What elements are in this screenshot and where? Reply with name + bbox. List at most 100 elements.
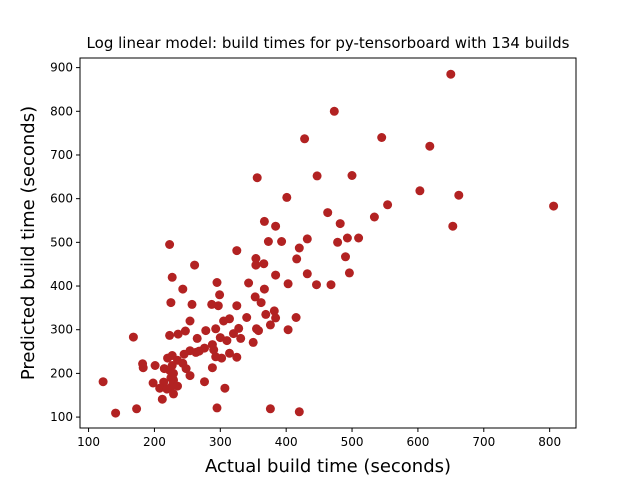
data-point-23 xyxy=(294,243,304,253)
data-point-66 xyxy=(180,326,190,336)
data-point-60 xyxy=(242,313,252,322)
data-point-113 xyxy=(162,384,172,394)
data-point-5 xyxy=(312,171,322,181)
data-point-7 xyxy=(252,173,262,183)
data-point-37 xyxy=(344,268,354,278)
data-point-84 xyxy=(179,349,189,359)
data-point-76 xyxy=(222,336,232,346)
data-points xyxy=(98,69,559,418)
data-point-45 xyxy=(215,290,225,300)
y-tick-label: 800 xyxy=(50,104,73,118)
data-point-25 xyxy=(342,233,352,243)
data-point-102 xyxy=(185,371,195,381)
data-point-90 xyxy=(217,353,227,363)
data-point-72 xyxy=(192,333,202,343)
data-point-88 xyxy=(163,353,173,363)
data-point-99 xyxy=(181,364,191,374)
x-tick-label: 400 xyxy=(275,435,298,449)
x-tick-label: 600 xyxy=(406,435,429,449)
data-point-48 xyxy=(256,298,266,308)
data-point-43 xyxy=(178,284,188,294)
data-point-3 xyxy=(377,133,387,142)
data-point-44 xyxy=(259,284,269,294)
data-point-121 xyxy=(111,408,121,418)
data-point-68 xyxy=(254,326,263,336)
data-point-61 xyxy=(211,324,221,334)
y-tick-label: 500 xyxy=(50,235,73,249)
y-tick-label: 700 xyxy=(50,148,73,162)
data-point-119 xyxy=(98,377,108,387)
data-point-118 xyxy=(294,407,304,417)
data-point-56 xyxy=(271,313,281,323)
x-tick-label: 300 xyxy=(209,435,232,449)
plot-frame xyxy=(79,57,577,429)
y-axis-title: Predicted build time (seconds) xyxy=(18,106,39,380)
data-point-67 xyxy=(265,320,275,330)
data-point-16 xyxy=(259,216,269,226)
data-point-52 xyxy=(232,301,242,311)
y-tick-label: 300 xyxy=(50,323,73,337)
y-tick-label: 600 xyxy=(50,192,73,206)
data-point-6 xyxy=(347,171,357,180)
data-point-75 xyxy=(236,333,246,343)
data-point-0 xyxy=(446,69,456,79)
data-point-79 xyxy=(248,337,258,347)
x-axis-ticks: 100 200 300 400 500 600 700 800 xyxy=(77,428,561,449)
y-axis-ticks: 100 200 300 400 500 600 700 800 900 xyxy=(50,61,80,424)
data-point-2 xyxy=(300,134,310,144)
data-point-17 xyxy=(271,221,281,231)
data-point-95 xyxy=(150,361,160,370)
data-point-30 xyxy=(292,254,302,264)
data-point-105 xyxy=(200,377,209,387)
data-point-19 xyxy=(165,240,175,249)
x-tick-label: 800 xyxy=(538,435,561,449)
data-point-14 xyxy=(369,212,379,222)
data-point-10 xyxy=(282,192,292,202)
data-point-15 xyxy=(448,221,458,231)
data-point-26 xyxy=(354,233,364,243)
data-point-83 xyxy=(191,347,201,357)
data-point-31 xyxy=(341,252,350,262)
data-point-21 xyxy=(263,237,273,246)
data-point-35 xyxy=(251,260,261,270)
data-point-24 xyxy=(302,234,312,244)
data-point-36 xyxy=(167,272,177,282)
data-point-69 xyxy=(173,329,183,339)
data-point-42 xyxy=(326,280,336,290)
data-point-18 xyxy=(335,219,345,229)
data-point-53 xyxy=(269,306,279,316)
y-tick-label: 900 xyxy=(50,61,73,75)
data-point-112 xyxy=(220,383,230,393)
data-point-47 xyxy=(166,298,176,308)
x-tick-label: 700 xyxy=(472,435,495,449)
x-tick-label: 200 xyxy=(143,435,166,449)
data-point-22 xyxy=(277,237,287,246)
data-point-29 xyxy=(251,254,261,263)
data-point-58 xyxy=(185,316,195,326)
data-point-28 xyxy=(259,259,269,269)
data-point-114 xyxy=(169,389,178,399)
data-point-107 xyxy=(148,378,158,388)
data-point-11 xyxy=(549,201,559,211)
data-point-38 xyxy=(244,278,254,288)
data-point-27 xyxy=(232,246,242,256)
data-point-59 xyxy=(219,316,229,326)
data-point-98 xyxy=(138,363,148,373)
data-point-1 xyxy=(329,106,339,116)
data-point-73 xyxy=(128,332,138,342)
data-point-12 xyxy=(383,200,393,210)
chart-title: Log linear model: build times for py-ten… xyxy=(87,34,570,52)
x-tick-label: 500 xyxy=(341,435,364,449)
data-point-32 xyxy=(302,269,312,279)
data-point-120 xyxy=(132,404,142,414)
data-point-20 xyxy=(333,237,343,247)
x-tick-label: 100 xyxy=(77,435,100,449)
data-point-86 xyxy=(232,352,242,362)
data-point-33 xyxy=(271,270,281,280)
data-point-64 xyxy=(201,326,211,336)
data-point-13 xyxy=(323,208,333,218)
y-tick-label: 200 xyxy=(50,366,73,380)
data-point-96 xyxy=(207,363,217,373)
data-point-39 xyxy=(212,278,222,287)
